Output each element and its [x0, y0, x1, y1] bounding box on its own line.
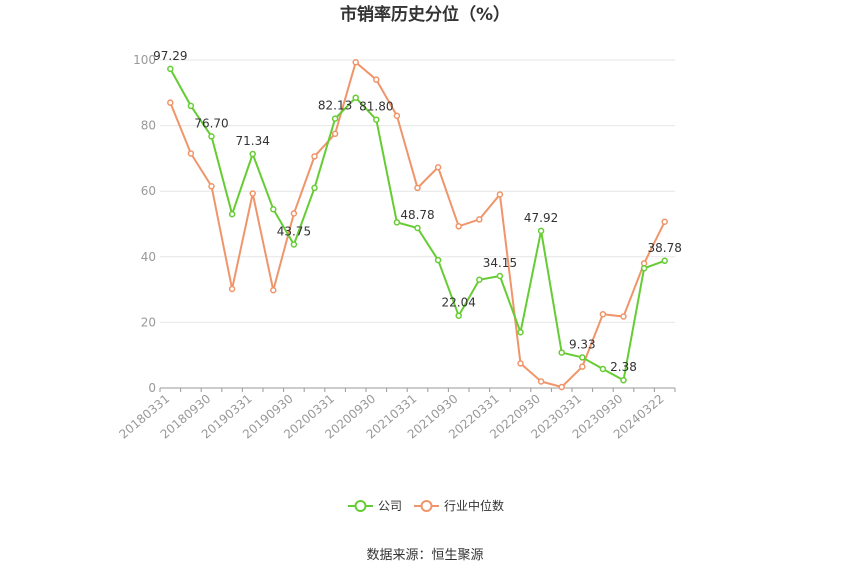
series-0 [167, 65, 668, 384]
data-point[interactable] [558, 349, 565, 356]
data-point[interactable] [476, 276, 483, 284]
data-point[interactable] [517, 328, 524, 336]
data-label: 43.75 [277, 225, 311, 239]
data-label: 38.78 [648, 241, 682, 255]
data-point[interactable] [620, 313, 627, 320]
axes: 0204060801002018033120180930201903312019… [116, 53, 676, 442]
data-point[interactable] [228, 210, 236, 218]
data-point[interactable] [270, 205, 277, 213]
data-point[interactable] [661, 218, 668, 225]
data-point[interactable] [331, 130, 339, 138]
data-point[interactable] [311, 184, 318, 192]
data-point[interactable] [517, 360, 524, 367]
data-point[interactable] [414, 224, 421, 232]
data-point[interactable] [434, 256, 442, 264]
data-point[interactable] [187, 150, 195, 157]
chart-title: 市销率历史分位（%） [340, 4, 510, 25]
data-point[interactable] [311, 153, 318, 160]
data-point[interactable] [620, 376, 627, 384]
data-point[interactable] [270, 287, 277, 294]
data-point[interactable] [167, 65, 174, 73]
data-labels: 97.29 76.70 71.34 43.75 82.13 81.80 48.78 22.04… [153, 49, 682, 374]
data-point[interactable] [537, 227, 545, 235]
data-point[interactable] [414, 184, 421, 192]
data-point[interactable] [393, 219, 401, 226]
y-tick-label: 40 [141, 250, 156, 264]
data-point[interactable] [208, 183, 215, 190]
data-point[interactable] [393, 112, 401, 120]
data-label: 22.04 [442, 296, 476, 310]
data-point[interactable] [249, 190, 256, 197]
data-point[interactable] [661, 257, 668, 265]
data-point[interactable] [455, 312, 462, 319]
data-label: 76.70 [194, 116, 228, 130]
data-point[interactable] [208, 133, 215, 140]
legend[interactable]: 公司 行业中位数 [348, 498, 504, 513]
data-point[interactable] [167, 99, 174, 106]
data-label: 47.92 [524, 211, 558, 225]
data-point[interactable] [373, 76, 380, 83]
data-source: 数据来源：恒生聚源 [366, 548, 483, 563]
legend-marker [420, 500, 433, 512]
y-tick-label: 60 [141, 184, 156, 198]
data-label: 48.78 [400, 208, 434, 222]
data-label: 81.80 [359, 100, 393, 114]
data-point[interactable] [434, 164, 442, 171]
series-line [169, 68, 666, 382]
data-point[interactable] [537, 378, 545, 385]
y-tick-label: 20 [141, 315, 156, 329]
data-point[interactable] [249, 150, 256, 158]
data-point[interactable] [352, 94, 359, 101]
data-label: 2.38 [610, 360, 637, 374]
data-point[interactable] [579, 354, 586, 361]
data-point[interactable] [558, 383, 565, 391]
y-tick-label: 80 [141, 119, 156, 133]
legend-item-1[interactable]: 行业中位数 [414, 498, 504, 513]
legend-label: 公司 [378, 499, 402, 513]
y-tick-label: 100 [133, 53, 156, 67]
grid-lines [160, 59, 675, 323]
data-label: 9.33 [569, 337, 596, 351]
series-layer [167, 59, 668, 391]
data-point[interactable] [579, 363, 586, 370]
data-point[interactable] [290, 210, 298, 217]
legend-marker [354, 500, 367, 512]
legend-label: 行业中位数 [444, 498, 504, 513]
data-label: 82.13 [318, 99, 352, 113]
data-point[interactable] [352, 59, 359, 66]
data-point[interactable] [187, 102, 195, 110]
data-point[interactable] [290, 241, 298, 248]
data-point[interactable] [496, 272, 504, 280]
data-point[interactable] [331, 115, 339, 122]
data-label: 97.29 [153, 49, 187, 63]
data-label: 71.34 [236, 134, 270, 148]
y-tick-label: 0 [148, 381, 156, 395]
data-point[interactable] [640, 265, 648, 272]
data-point[interactable] [496, 191, 504, 198]
data-label: 34.15 [483, 256, 517, 270]
data-point[interactable] [599, 310, 607, 318]
data-point[interactable] [455, 223, 462, 230]
data-point[interactable] [373, 116, 380, 123]
data-point[interactable] [476, 216, 483, 223]
data-point[interactable] [228, 285, 236, 293]
legend-item-0[interactable]: 公司 [348, 499, 402, 513]
data-point[interactable] [599, 365, 607, 373]
series-1 [167, 59, 668, 391]
